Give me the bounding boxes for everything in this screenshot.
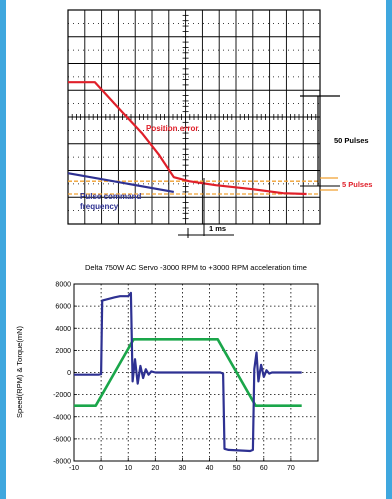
delta-xtick-label: 50 <box>233 465 241 472</box>
delta-ytick-label: -2000 <box>53 392 71 399</box>
delta-ytick-label: -8000 <box>53 459 71 466</box>
delta-xtick-label: 10 <box>124 465 132 472</box>
delta-xtick-label: 30 <box>179 465 187 472</box>
delta-xtick-label: 60 <box>260 465 268 472</box>
scope-chart: Position error Pulse command frequency 5… <box>67 9 372 238</box>
scope-series <box>67 81 320 196</box>
delta-xtick-label: 20 <box>151 465 159 472</box>
fifty-pulses-label: 50 Pulses <box>334 136 369 145</box>
speed-line <box>74 291 302 453</box>
torque-line <box>74 338 302 407</box>
five-pulses-label: 5 Pulses <box>342 180 372 189</box>
pulse-command-label: Pulse command <box>80 192 141 201</box>
delta-ytick-label: 0 <box>67 370 71 377</box>
delta-ytick-label: 2000 <box>55 348 71 355</box>
delta-ytick-label: 8000 <box>55 282 71 289</box>
delta-chart: Delta 750W AC Servo -3000 RPM to +3000 R… <box>15 263 319 473</box>
delta-series <box>74 291 302 453</box>
position-error-line <box>68 81 307 196</box>
one-ms-label: 1 ms <box>209 224 226 233</box>
right-frame-bar <box>386 0 392 499</box>
delta-xtick-label: 70 <box>287 465 295 472</box>
delta-ytick-label: -6000 <box>53 436 71 443</box>
left-frame-bar <box>0 0 6 499</box>
delta-ytick-label: 4000 <box>55 326 71 333</box>
scope-grid <box>67 9 321 225</box>
delta-ticks: 8000 6000 4000 2000 0 -2000 -4000 -6000 -8000-10… <box>53 282 295 473</box>
delta-chart-ylabel: Speed(RPM) & Torque(mN) <box>15 326 24 418</box>
pulse-command-label-2: frequency <box>80 202 119 211</box>
delta-ytick-label: -4000 <box>53 414 71 421</box>
pulse-command-line <box>67 172 174 193</box>
delta-xtick-label: 0 <box>99 465 103 472</box>
delta-chart-title: Delta 750W AC Servo -3000 RPM to +3000 R… <box>85 263 307 272</box>
position-error-label: Position error <box>146 124 198 133</box>
delta-xtick-label: -10 <box>69 465 79 472</box>
delta-xtick-label: 40 <box>206 465 214 472</box>
delta-ytick-label: 6000 <box>55 304 71 311</box>
